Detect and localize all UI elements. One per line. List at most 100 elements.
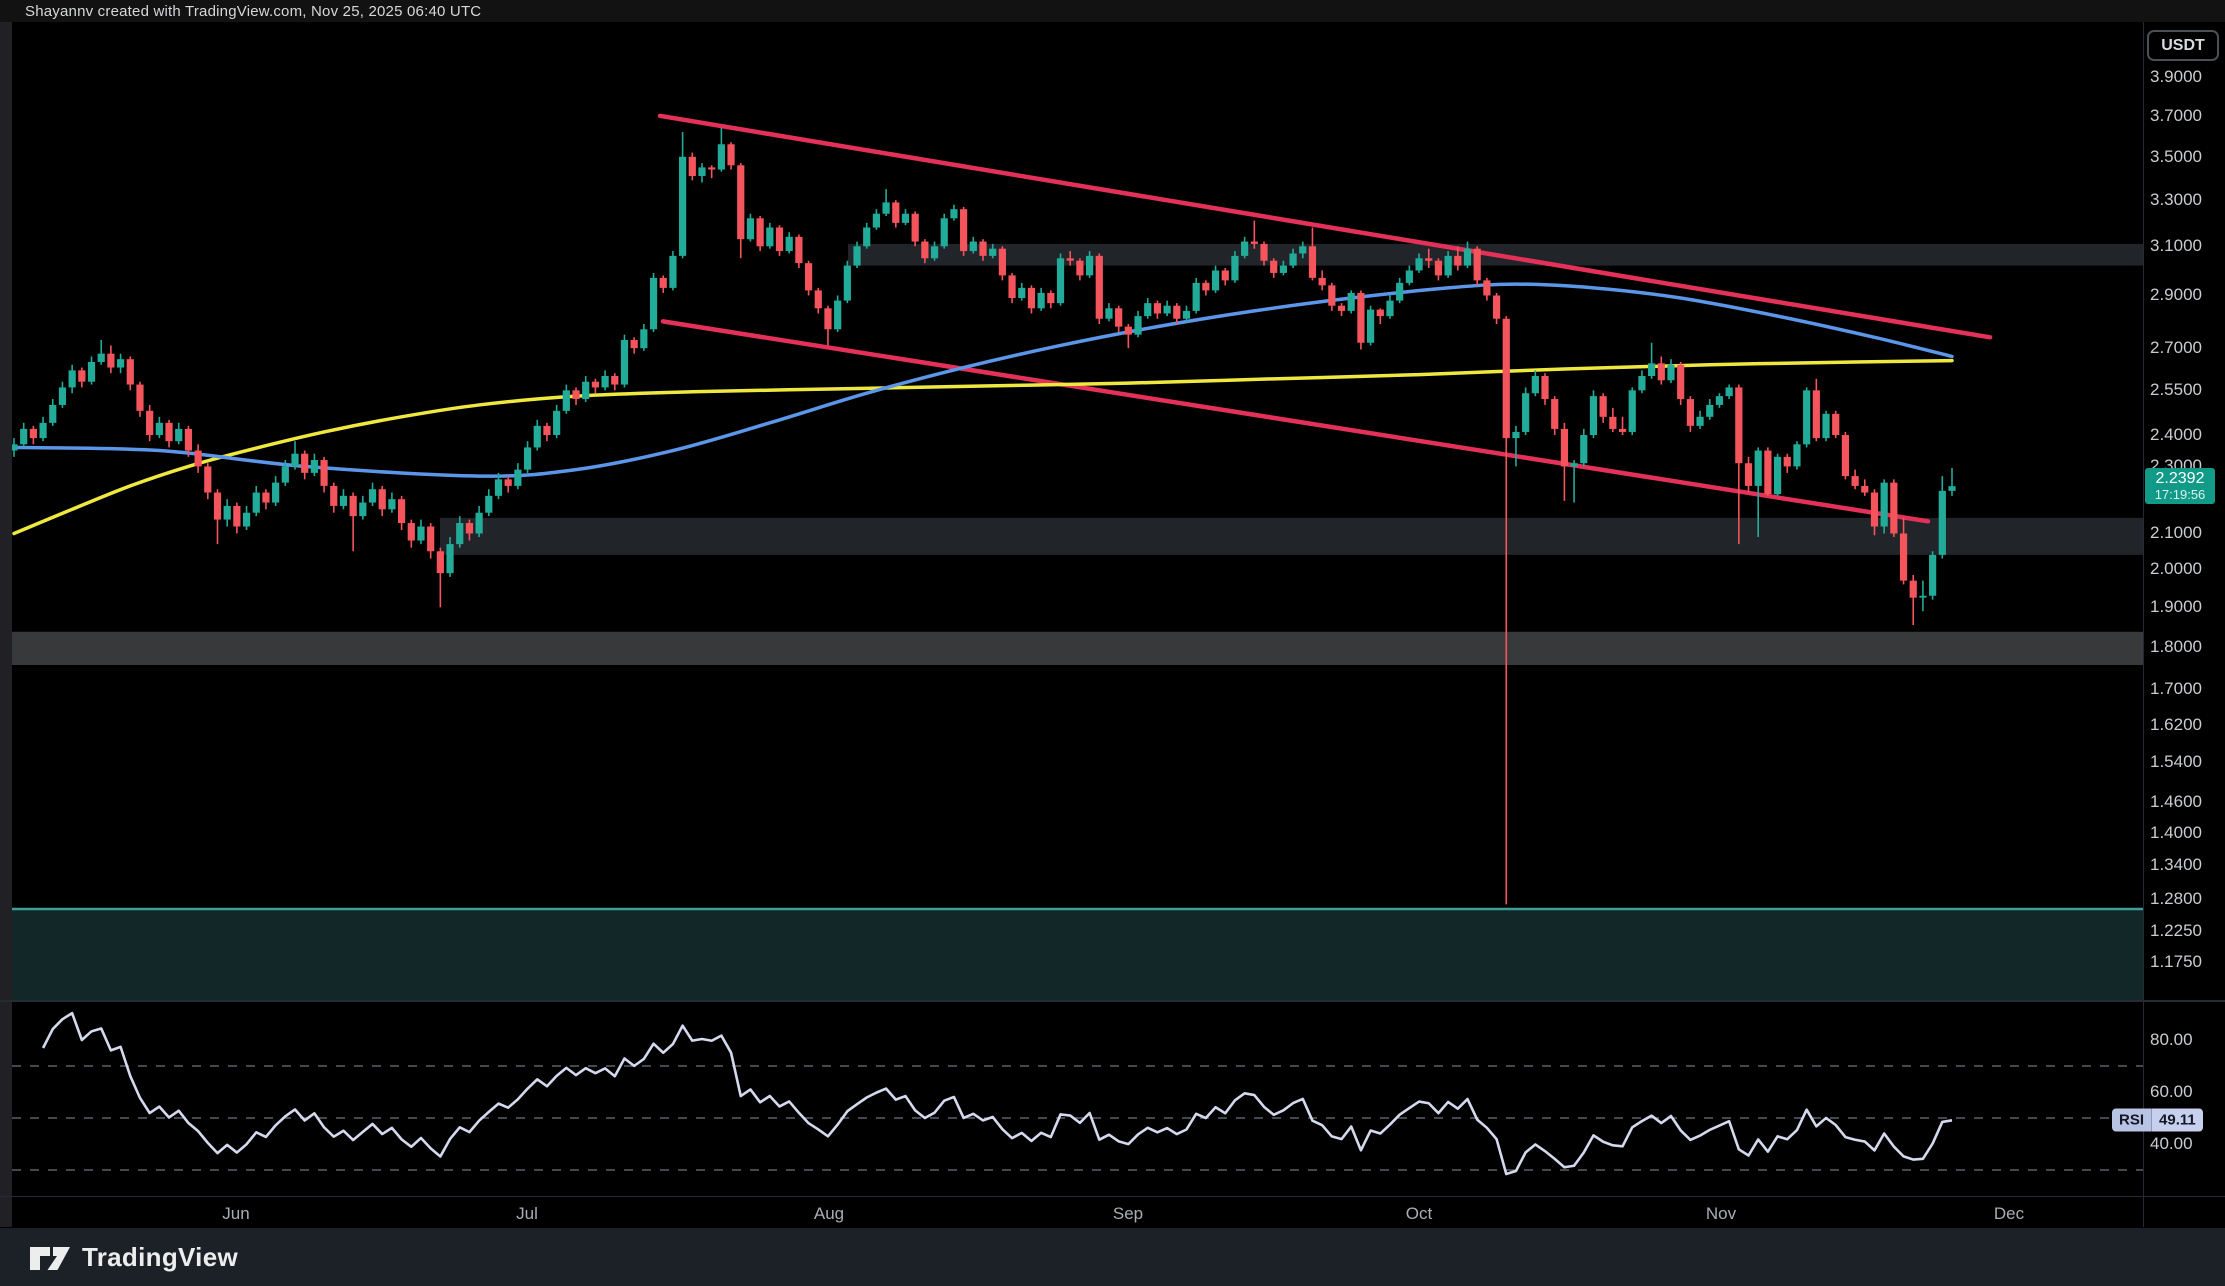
price-tick-1.2250: 1.2250 (2150, 920, 2202, 940)
brand-text: TradingView (82, 1241, 238, 1272)
ma-50-line[interactable] (12, 282, 1954, 478)
month-label-Aug: Aug (813, 1204, 845, 1223)
pane-divider[interactable] (0, 1000, 2225, 1002)
candle-body (339, 495, 348, 506)
candle-body (1512, 431, 1520, 439)
candle-body (1328, 285, 1336, 306)
candle-body (649, 277, 658, 330)
candle-body (1386, 300, 1394, 317)
price-tick-3.5000: 3.5000 (2150, 146, 2202, 166)
candle-body (1289, 253, 1297, 266)
candle-body (853, 246, 861, 266)
price-tick-1.4600: 1.4600 (2150, 791, 2202, 811)
candle-body (1609, 416, 1617, 429)
candle-body (78, 370, 86, 382)
candle-body (1008, 275, 1016, 299)
candle-body (582, 381, 590, 400)
candle-body (1890, 482, 1898, 534)
candle-body (669, 255, 677, 288)
candle-body (1211, 270, 1220, 291)
price-tick-1.2800: 1.2800 (2150, 888, 2202, 908)
rsi-value-badge: RSI 49.11 (2112, 1108, 2203, 1132)
ma-200-line[interactable] (12, 358, 1954, 536)
bar-countdown: 17:19:56 (2154, 486, 2206, 502)
candle-body (611, 376, 619, 385)
price-tick-1.1750: 1.1750 (2150, 951, 2202, 971)
price-tick-1.8000: 1.8000 (2150, 637, 2202, 657)
candle-body (504, 479, 512, 486)
descending-channel-lower[interactable] (660, 319, 1931, 524)
candle-body (1202, 282, 1210, 291)
candle-body (1899, 533, 1908, 581)
candle-body (1376, 309, 1384, 317)
candle-body (620, 340, 629, 385)
candle-body (698, 167, 706, 177)
candle-body (1560, 428, 1568, 467)
candle-body (1095, 255, 1103, 319)
candle-body (1163, 305, 1171, 314)
rsi-tick-80.00: 80.00 (2150, 1030, 2193, 1049)
candle-body (1948, 486, 1956, 491)
price-tick-2.5500: 2.5500 (2150, 380, 2202, 400)
price-tick-1.4000: 1.4000 (2150, 822, 2202, 842)
candle-body (1648, 363, 1656, 377)
candle-body (1037, 292, 1045, 309)
price-tick-2.1000: 2.1000 (2150, 523, 2202, 543)
candle-body (1270, 260, 1278, 273)
candle-body (1367, 309, 1375, 343)
candle-body (29, 428, 37, 439)
candle-body (785, 236, 793, 252)
candle-body (417, 526, 425, 541)
candle-body (368, 489, 377, 503)
candle-body (1628, 390, 1636, 432)
rsi-pane[interactable] (12, 1011, 2143, 1176)
candle-body (456, 523, 464, 545)
price-tick-3.1000: 3.1000 (2150, 236, 2202, 256)
candle-body (213, 492, 222, 520)
candle-body (1337, 305, 1346, 311)
candle-body (378, 489, 386, 510)
candle-body (591, 381, 599, 388)
candle-body (1027, 287, 1036, 309)
candle-body (1880, 482, 1888, 527)
rsi-tick-40.00: 40.00 (2150, 1134, 2193, 1153)
candle-body (436, 551, 444, 574)
candle-body (1173, 305, 1181, 319)
candle-body (58, 387, 67, 405)
candle-body (1308, 246, 1317, 278)
candle-body (330, 485, 338, 506)
symbol-badge[interactable]: USDT (2147, 30, 2219, 61)
candle-body (475, 512, 483, 534)
candle-body (1803, 390, 1811, 445)
descending-channel-upper[interactable] (657, 113, 1993, 340)
candle-body (756, 218, 764, 247)
tradingview-logo-icon (28, 1240, 72, 1274)
price-tick-1.5400: 1.5400 (2150, 752, 2202, 772)
candle-body (1192, 282, 1200, 311)
candle-body (940, 218, 948, 247)
candle-body (20, 428, 28, 445)
candle-body (1793, 444, 1801, 467)
tradingview-logo[interactable]: TradingView (28, 1240, 238, 1274)
candle-body (727, 144, 735, 166)
candle-body (688, 156, 696, 177)
candle-body (960, 209, 968, 252)
candle-body (766, 227, 774, 247)
candle-body (1405, 270, 1413, 283)
candle-body (1589, 396, 1598, 436)
candle-body (1773, 456, 1782, 495)
candle-body (1541, 376, 1549, 400)
month-label-Nov: Nov (1705, 1204, 1737, 1223)
candle-body (989, 248, 997, 256)
candle-body (1260, 243, 1268, 261)
candle-body (1434, 260, 1443, 276)
candle-body (659, 277, 667, 288)
candle-body (349, 495, 357, 517)
candle-body (465, 523, 474, 534)
month-label-Sep: Sep (1112, 1204, 1144, 1223)
candle-body (242, 512, 251, 527)
last-price-value: 2.2392 (2155, 469, 2205, 487)
price-pane[interactable] (10, 113, 2143, 1000)
